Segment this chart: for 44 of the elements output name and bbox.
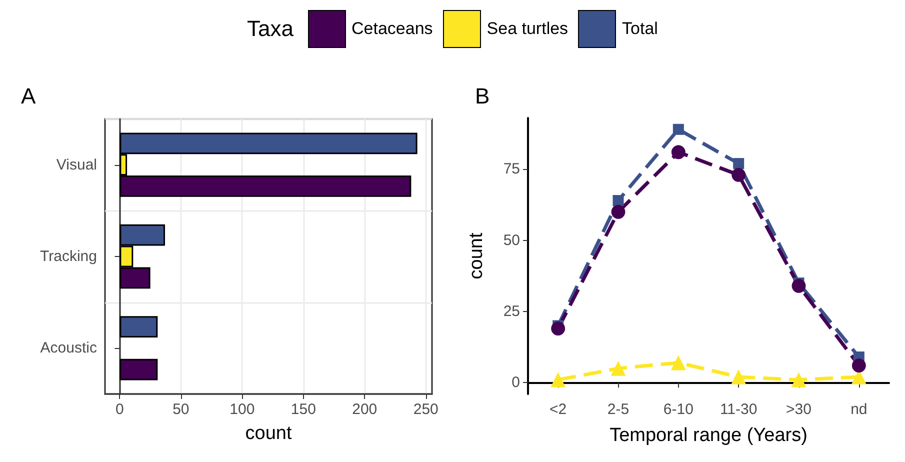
x-tick-label: <2 [550, 401, 567, 418]
x-tick-label: 250 [413, 401, 438, 418]
point [731, 369, 746, 384]
y-tick-label: Visual [56, 156, 97, 174]
bar [120, 358, 158, 380]
legend-title: Taxa [247, 16, 294, 42]
point [610, 360, 626, 376]
x-tick-label: 150 [290, 401, 316, 418]
point [671, 145, 686, 160]
point [792, 278, 806, 293]
point [791, 372, 806, 388]
point [852, 358, 866, 373]
y-tick-label: 75 [503, 160, 520, 178]
x-tick-label: 50 [172, 401, 190, 418]
legend-label: Total [622, 19, 658, 39]
y-axis-title: count [466, 232, 487, 280]
x-tick-label: 0 [116, 401, 124, 418]
y-tick-label: 50 [503, 232, 520, 249]
x-tick-label: 6-10 [663, 401, 694, 418]
point [550, 372, 566, 388]
point [670, 355, 686, 370]
x-axis-title: Temporal range (Years) [610, 425, 808, 446]
point [612, 195, 624, 206]
legend-label: Sea turtles [486, 19, 568, 39]
x-tick-label: 200 [352, 401, 378, 418]
x-tick-label: >30 [786, 401, 812, 418]
x-axis-title: count [245, 423, 292, 444]
point [732, 168, 746, 182]
x-tick-label: nd [850, 401, 868, 418]
chart-title: A [21, 84, 36, 108]
x-tick-label: 11-30 [720, 401, 758, 418]
y-tick-label: Tracking [40, 248, 97, 265]
y-tick-label: 25 [503, 302, 520, 320]
chart-title: B [475, 84, 490, 108]
point [733, 158, 744, 170]
y-tick-label: Acoustic [40, 340, 98, 357]
bar [120, 316, 158, 338]
y-tick-label: 0 [512, 374, 520, 392]
point [672, 124, 684, 135]
x-tick-label: 100 [230, 401, 255, 418]
legend-label: Cetaceans [352, 19, 433, 39]
x-tick-label: 2-5 [607, 401, 630, 418]
point [611, 204, 626, 219]
point [551, 322, 566, 336]
